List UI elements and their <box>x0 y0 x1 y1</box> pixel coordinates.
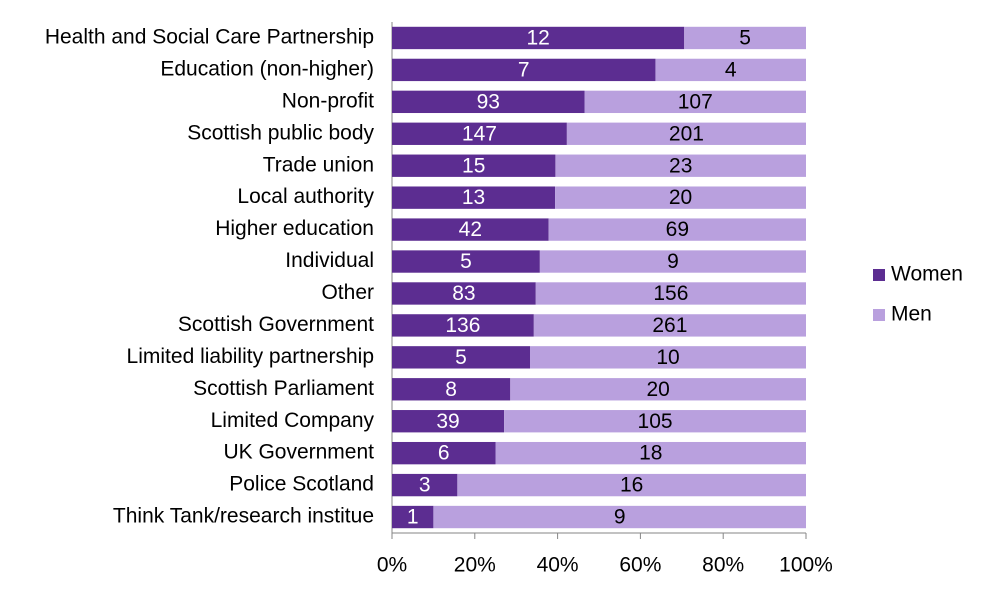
bar-segment <box>392 282 536 305</box>
value-label: 4 <box>725 58 737 81</box>
value-label: 16 <box>620 474 643 497</box>
bar-segment <box>510 378 806 401</box>
bar-segment <box>535 282 806 305</box>
value-label: 13 <box>462 186 485 209</box>
value-label: 23 <box>669 154 692 177</box>
value-label: 5 <box>460 250 472 273</box>
bar-segment <box>457 473 806 497</box>
bar-segment <box>533 314 806 337</box>
bar-segment <box>392 441 496 465</box>
value-label: 136 <box>445 314 480 337</box>
bar-segment <box>392 26 685 50</box>
bar-segment <box>392 505 434 529</box>
x-tick-label: 40% <box>537 554 579 577</box>
legend-label: Women <box>891 263 963 286</box>
value-label: 107 <box>678 90 713 113</box>
value-label: 9 <box>667 250 679 273</box>
bar-segment <box>555 154 806 177</box>
bar-segment <box>433 505 806 529</box>
bar-segment <box>495 441 806 465</box>
bar-segment <box>555 186 806 209</box>
bar-segment <box>392 473 458 497</box>
value-label: 261 <box>652 314 687 337</box>
value-label: 8 <box>445 378 457 401</box>
category-label: Health and Social Care Partnership <box>45 26 374 49</box>
category-label: Scottish public body <box>187 121 374 144</box>
x-tick-label: 60% <box>619 554 661 577</box>
value-label: 12 <box>526 27 549 50</box>
bar-segment <box>392 314 534 337</box>
value-label: 42 <box>459 218 482 241</box>
bar-segment <box>392 378 511 401</box>
value-label: 105 <box>638 410 673 433</box>
bar-segment <box>530 346 806 369</box>
value-label: 10 <box>656 346 679 369</box>
bar-segment <box>392 122 567 145</box>
bar-segment <box>539 250 806 273</box>
value-label: 83 <box>452 282 475 305</box>
bar-segment <box>392 154 556 177</box>
category-label: Local authority <box>237 185 374 208</box>
category-label: Individual <box>285 249 374 272</box>
bar-segment <box>655 58 806 82</box>
legend-swatch <box>873 309 885 321</box>
value-label: 5 <box>455 346 467 369</box>
bar-segment <box>566 122 806 145</box>
legend-label: Men <box>891 303 932 326</box>
category-label: Scottish Government <box>178 313 374 336</box>
x-tick-label: 80% <box>702 554 744 577</box>
value-label: 156 <box>653 282 688 305</box>
category-label: Education (non-higher) <box>160 57 374 80</box>
bar-segment <box>392 90 585 114</box>
bar-segment <box>684 26 806 50</box>
category-label: Non-profit <box>282 89 374 112</box>
value-label: 201 <box>669 122 704 145</box>
bar-segment <box>392 186 556 209</box>
x-tick-label: 100% <box>779 554 833 577</box>
x-tick-label: 20% <box>454 554 496 577</box>
bar-segment <box>392 410 505 433</box>
legend-swatch <box>873 269 885 281</box>
category-label: Limited Company <box>211 409 375 432</box>
category-label: Higher education <box>215 217 374 240</box>
value-label: 15 <box>462 154 485 177</box>
category-label: Police Scotland <box>229 473 374 496</box>
category-label: Think Tank/research institue <box>113 505 374 528</box>
value-label: 147 <box>462 122 497 145</box>
category-label: Limited liability partnership <box>127 345 374 368</box>
bar-segment <box>584 90 806 114</box>
bar-segment <box>504 410 806 433</box>
category-label: Other <box>321 281 374 304</box>
value-label: 6 <box>438 442 450 465</box>
value-label: 3 <box>419 474 431 497</box>
bar-segment <box>392 346 530 369</box>
value-label: 69 <box>666 218 689 241</box>
bar-segment <box>392 218 549 241</box>
value-label: 39 <box>436 410 459 433</box>
value-label: 20 <box>646 378 669 401</box>
bar-segment <box>392 250 540 273</box>
category-label: Scottish Parliament <box>193 377 374 400</box>
category-label: UK Government <box>223 441 374 464</box>
value-label: 1 <box>407 506 419 529</box>
value-label: 9 <box>614 506 626 529</box>
bar-segment <box>548 218 806 241</box>
value-label: 20 <box>669 186 692 209</box>
value-label: 93 <box>477 90 500 113</box>
bar-segment <box>392 58 656 82</box>
x-tick-label: 0% <box>377 554 407 577</box>
category-label: Trade union <box>263 153 374 176</box>
value-label: 7 <box>518 58 530 81</box>
value-label: 5 <box>739 27 751 50</box>
value-label: 18 <box>639 442 662 465</box>
